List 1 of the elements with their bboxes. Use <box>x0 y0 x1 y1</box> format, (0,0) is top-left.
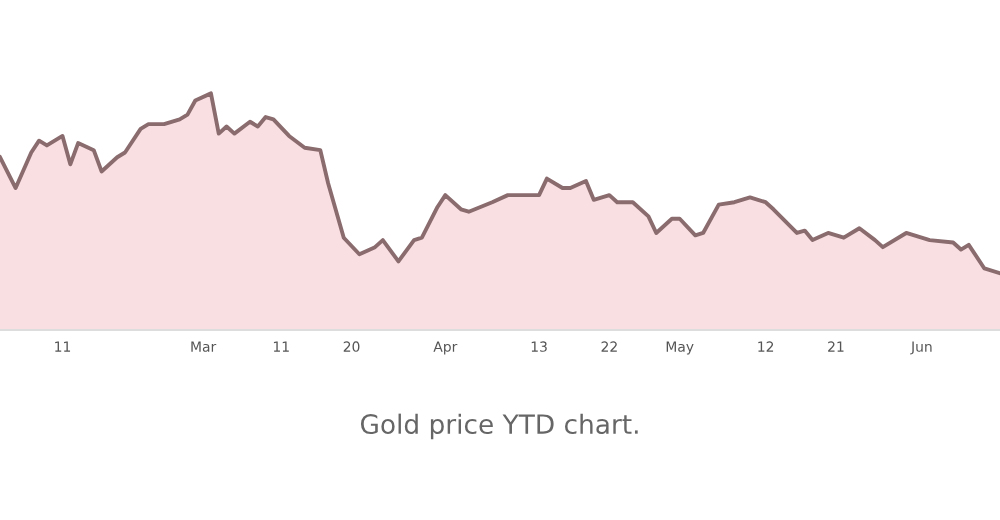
text: Gold price YTD chart. <box>360 413 638 440</box>
